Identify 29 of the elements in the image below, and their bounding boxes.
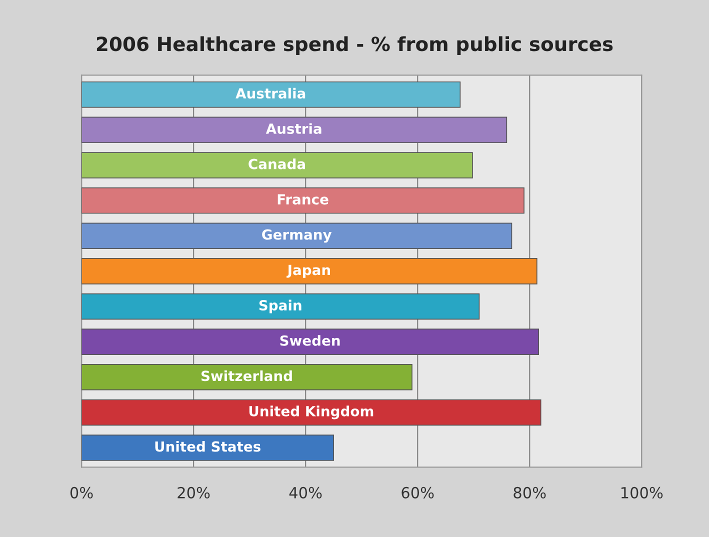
- x-tick-label: 80%: [514, 486, 546, 498]
- x-tick-label: 100%: [621, 486, 663, 498]
- y-tick-label: Germany: [262, 229, 332, 243]
- y-tick-label: Australia: [236, 88, 306, 99]
- bar: [82, 116, 508, 144]
- y-tick-label: United States: [155, 441, 260, 452]
- x-tick-label: 20%: [178, 486, 210, 498]
- bar: [82, 328, 540, 355]
- chart-title: 2006 Healthcare spend - % from public sources: [96, 36, 613, 56]
- bar: [82, 399, 542, 426]
- y-tick-label: Austria: [266, 123, 322, 134]
- x-tick-label: 0%: [70, 486, 93, 498]
- bar: [82, 81, 461, 108]
- x-tick-label: 40%: [289, 486, 322, 498]
- y-tick-label: Spain: [259, 300, 302, 314]
- x-tick-label: 60%: [402, 486, 434, 498]
- y-tick-label: United Kingdom: [249, 406, 374, 420]
- bar: [82, 293, 480, 320]
- bar: [82, 364, 412, 390]
- y-tick-label: Japan: [286, 264, 330, 278]
- bar: [82, 222, 512, 250]
- y-tick-label: Canada: [248, 158, 305, 170]
- bar: [82, 258, 538, 284]
- y-tick-label: Sweden: [280, 335, 340, 346]
- bar: [82, 187, 524, 214]
- y-tick-label: France: [278, 194, 328, 205]
- bar: [82, 152, 473, 178]
- bar: [82, 434, 334, 461]
- y-tick-label: Switzerland: [201, 370, 292, 382]
